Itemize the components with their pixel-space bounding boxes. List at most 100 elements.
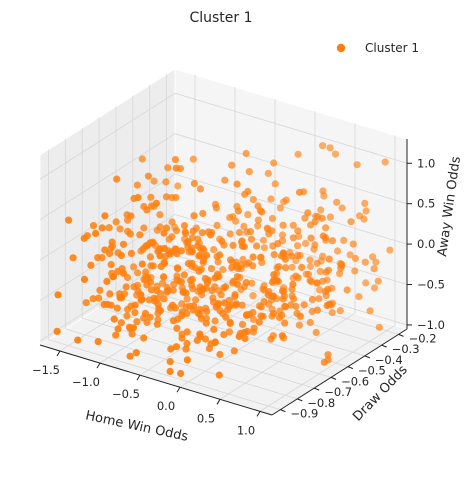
data-point [147, 193, 155, 201]
data-point [313, 279, 321, 287]
data-point [117, 319, 125, 327]
data-point [333, 198, 341, 206]
y-tick-mark [381, 344, 387, 348]
data-point [356, 212, 364, 220]
data-point [304, 209, 312, 217]
data-point [140, 224, 148, 232]
data-point [198, 291, 206, 299]
data-point [278, 231, 287, 239]
data-point [114, 325, 122, 333]
data-point [316, 286, 324, 294]
data-point [87, 261, 95, 269]
data-point [233, 280, 241, 288]
data-point [199, 209, 207, 218]
data-point [163, 288, 171, 296]
data-point [254, 222, 262, 230]
data-point [136, 231, 144, 239]
data-point [210, 246, 218, 254]
data-point [313, 306, 321, 314]
y-tick-label: −0.9 [290, 407, 318, 421]
data-point [336, 270, 344, 278]
data-point [110, 315, 118, 323]
data-point [311, 241, 319, 249]
data-point [319, 142, 327, 150]
data-point [253, 242, 261, 250]
data-point [207, 265, 216, 273]
data-point [177, 278, 185, 286]
data-point [107, 261, 115, 269]
y-tick-label: −0.6 [341, 374, 369, 388]
data-point [160, 273, 168, 281]
data-point [168, 218, 176, 226]
data-point [189, 155, 197, 163]
data-point [153, 287, 161, 295]
data-point [198, 229, 206, 237]
data-point [228, 264, 236, 272]
data-point [326, 144, 334, 152]
data-point [231, 291, 239, 299]
data-point [186, 276, 195, 284]
data-point [311, 218, 319, 226]
data-point [289, 221, 297, 229]
data-point [282, 196, 290, 204]
data-point [294, 242, 302, 250]
data-point [168, 233, 176, 241]
data-point [275, 263, 283, 271]
data-point [183, 356, 191, 364]
data-point [294, 251, 302, 260]
data-point [181, 228, 189, 236]
legend: Cluster 1 [336, 41, 419, 55]
data-point [289, 234, 297, 242]
data-point [366, 307, 374, 315]
data-point [203, 251, 211, 259]
data-point [361, 199, 369, 207]
data-point [319, 232, 327, 240]
data-point [250, 324, 258, 332]
data-point [298, 263, 306, 271]
data-point [127, 212, 135, 220]
data-point [196, 330, 204, 338]
data-point [196, 283, 204, 291]
data-point [149, 262, 157, 270]
grid-line [174, 92, 408, 164]
data-point [172, 343, 180, 351]
data-point [295, 321, 303, 329]
data-point [319, 252, 327, 260]
x-tick-mark [216, 399, 221, 405]
x-axis-line [39, 344, 273, 416]
data-point [182, 303, 190, 311]
data-point [113, 304, 121, 312]
data-point [173, 324, 181, 332]
data-point [370, 265, 378, 273]
data-point [234, 207, 242, 215]
data-point [137, 291, 145, 299]
data-point [318, 214, 326, 222]
data-point [116, 225, 124, 233]
data-point [281, 302, 289, 310]
data-point [257, 303, 265, 311]
grid-line [174, 173, 408, 245]
data-point [170, 247, 178, 255]
data-point [295, 232, 303, 240]
data-point [211, 274, 219, 282]
data-point [172, 164, 180, 172]
data-point [275, 313, 284, 322]
x-tick-mark [136, 374, 141, 381]
data-point [288, 252, 296, 260]
data-point [109, 273, 117, 281]
data-point [282, 264, 290, 272]
data-point [138, 155, 146, 163]
data-point [362, 279, 370, 287]
data-point [80, 234, 88, 242]
data-point [271, 180, 279, 188]
data-point [289, 280, 297, 288]
data-point [218, 237, 226, 245]
y-tick-mark [347, 366, 354, 370]
data-point [234, 265, 242, 273]
data-point [290, 295, 298, 303]
y-tick-label: −0.7 [324, 385, 352, 399]
data-point [126, 352, 134, 360]
data-point [92, 229, 100, 238]
data-point [320, 358, 328, 366]
